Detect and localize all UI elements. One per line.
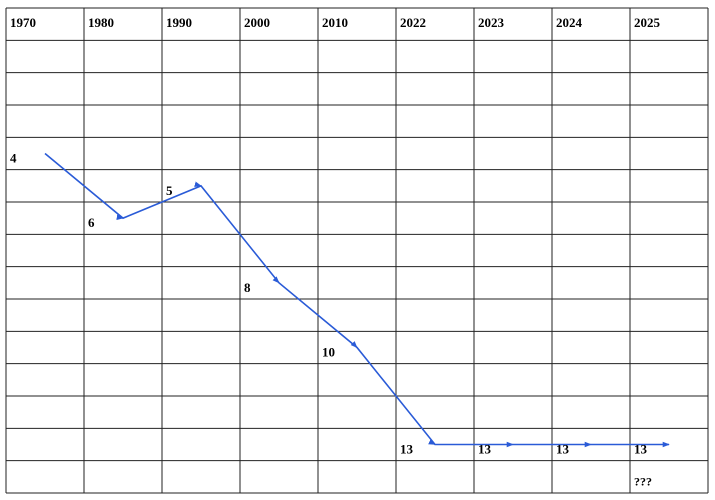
value-label: 13 (400, 441, 414, 456)
value-label: 4 (10, 150, 17, 165)
value-label: 13 (478, 441, 492, 456)
column-header: 2025 (634, 15, 661, 30)
column-header: 2000 (244, 15, 270, 30)
value-label: 5 (166, 183, 173, 198)
column-header: 1990 (166, 15, 192, 30)
trend-line (44, 152, 670, 448)
column-header: 2010 (322, 15, 348, 30)
value-label: 13 (556, 441, 570, 456)
annotation: ??? (634, 475, 652, 489)
value-label: 6 (88, 215, 95, 230)
column-header: 2024 (556, 15, 583, 30)
table-grid (5, 7, 709, 494)
value-label: 8 (244, 280, 251, 295)
column-header: 2023 (478, 15, 505, 30)
value-label: 10 (322, 344, 335, 359)
column-header: 2022 (400, 15, 426, 30)
value-label: 13 (634, 441, 648, 456)
column-header: 1980 (88, 15, 114, 30)
column-header: 1970 (10, 15, 36, 30)
